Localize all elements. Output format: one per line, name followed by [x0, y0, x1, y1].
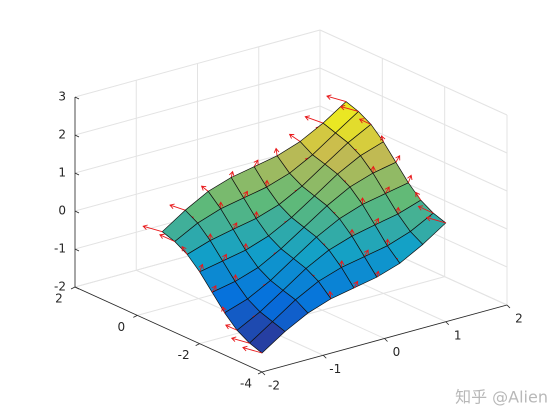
normal-arrow — [200, 185, 209, 192]
x-tick-label: -2 — [268, 379, 280, 393]
normal-arrow — [353, 280, 359, 289]
z-tick — [74, 134, 80, 138]
normal-arrow — [207, 233, 214, 241]
normal-arrow — [221, 306, 227, 313]
y-tick — [70, 286, 76, 290]
normal-arrow — [415, 191, 422, 201]
z-tick-label: 0 — [58, 204, 66, 218]
grid-line — [74, 29, 321, 98]
normal-arrow — [159, 233, 175, 242]
grid-line — [319, 67, 508, 154]
y-tick-label: -4 — [240, 377, 252, 391]
z-tick — [74, 210, 80, 214]
grid-line — [74, 67, 321, 136]
x-tick — [506, 304, 511, 309]
normal-arrow — [169, 203, 186, 211]
normal-arrow — [211, 285, 217, 293]
normal-arrow — [253, 210, 260, 219]
x-tick — [384, 338, 388, 342]
normal-arrow — [230, 336, 250, 344]
normal-arrow — [242, 242, 249, 251]
normal-arrow — [363, 249, 369, 257]
normal-arrow — [232, 274, 239, 282]
z-tick — [74, 248, 80, 252]
z-tick — [74, 96, 80, 100]
normal-arrow — [253, 159, 259, 167]
normal-arrow — [181, 245, 188, 255]
normal-arrow — [359, 197, 366, 205]
normal-arrow — [349, 228, 355, 237]
normal-arrow — [222, 253, 227, 262]
z-tick-label: 1 — [58, 166, 66, 180]
normal-arrow — [407, 174, 413, 183]
normal-arrow — [264, 179, 270, 188]
normal-arrow — [358, 118, 372, 125]
normal-arrow — [384, 238, 391, 246]
normal-arrow — [327, 290, 334, 299]
normal-arrow — [384, 186, 390, 194]
normal-arrow — [417, 205, 434, 214]
normal-arrow — [395, 154, 401, 163]
normal-arrow — [288, 133, 301, 142]
z-tick-label: 3 — [58, 90, 66, 104]
z-tick-label: -1 — [54, 242, 66, 256]
surface-patch — [248, 321, 286, 354]
normal-arrow — [142, 224, 163, 233]
normal-arrow — [374, 217, 380, 226]
normal-arrow — [198, 263, 204, 273]
normal-arrow — [370, 165, 376, 174]
grid-line — [74, 105, 321, 174]
grid-line — [319, 29, 508, 116]
x-tick-label: 0 — [393, 345, 401, 359]
y-tick — [133, 314, 138, 318]
normal-arrow — [217, 201, 224, 209]
x-tick-label: 2 — [515, 312, 523, 326]
z-tick — [74, 286, 80, 290]
normal-arrow — [243, 190, 248, 199]
normal-arrow — [232, 222, 238, 230]
y-tick-label: -2 — [178, 348, 190, 362]
x-tick-label: -1 — [329, 362, 341, 376]
normal-arrow — [338, 260, 345, 268]
normal-arrow — [242, 345, 263, 354]
normal-arrow — [425, 215, 446, 224]
z-tick-label: 2 — [58, 128, 66, 142]
watermark: 知乎 @Alien — [455, 388, 548, 407]
normal-arrow — [225, 324, 238, 331]
y-tick — [195, 343, 200, 347]
x-tick-label: 1 — [454, 328, 462, 342]
normal-arrow — [326, 94, 347, 103]
normal-arrow — [395, 206, 401, 215]
normal-arrow — [339, 104, 359, 112]
z-tick-label: -2 — [54, 280, 66, 294]
y-tick — [257, 371, 263, 375]
x-tick — [322, 354, 327, 359]
normal-arrow — [304, 115, 324, 124]
x-tick — [261, 371, 266, 376]
x-tick — [445, 321, 450, 326]
normal-arrow — [273, 147, 280, 156]
normal-arrow — [374, 270, 381, 278]
y-tick-label: 2 — [55, 292, 63, 306]
y-tick-label: 0 — [118, 320, 126, 334]
z-tick — [74, 172, 80, 176]
y-axis — [74, 286, 263, 373]
normal-arrow — [380, 135, 386, 142]
normal-arrow — [229, 170, 235, 178]
